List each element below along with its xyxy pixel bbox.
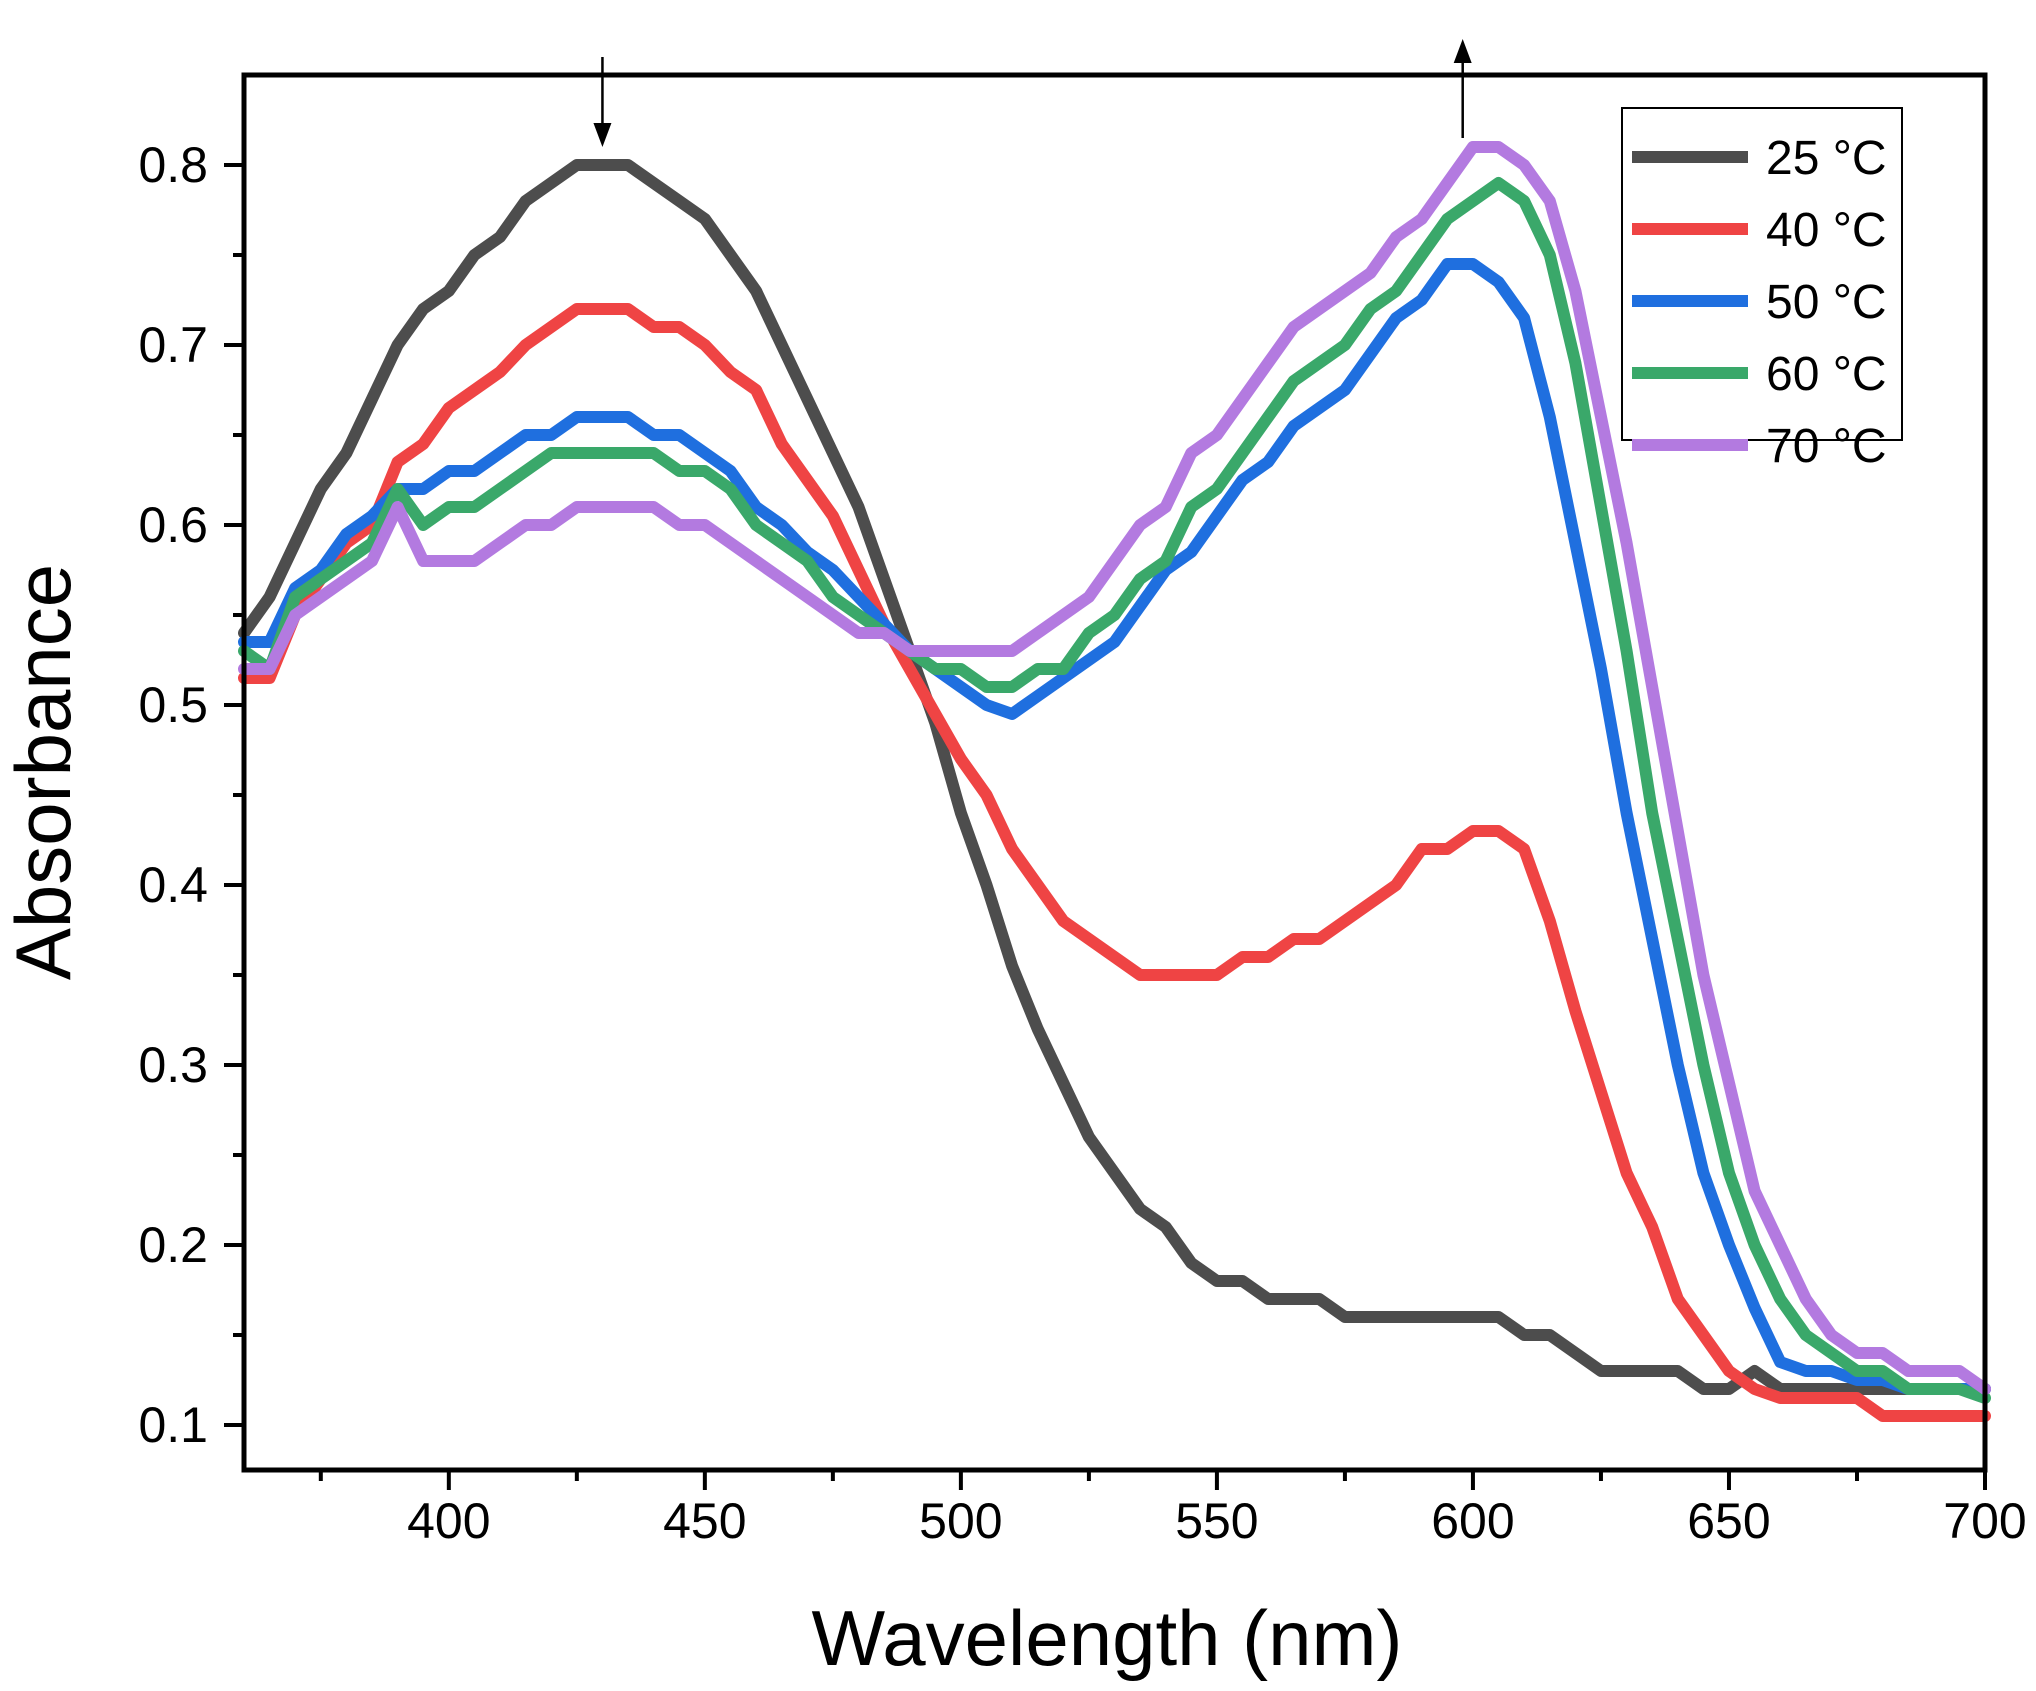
x-tick-label-6: 700	[1943, 1493, 2026, 1549]
series-line-1	[238, 303, 1991, 1422]
legend-label-4: 70 °C	[1766, 420, 1887, 473]
series-line-0	[238, 159, 1991, 1395]
y-tick-label-5: 0.6	[138, 497, 208, 553]
series-line-4	[238, 141, 1991, 1395]
legend-label-1: 40 °C	[1766, 204, 1887, 257]
y-tick-label-1: 0.2	[138, 1217, 208, 1273]
y-tick-label-6: 0.7	[138, 317, 208, 373]
legend: 25 °C 40 °C 50 °C 60 °C 70 °C	[1621, 107, 1903, 473]
y-tick-label-7: 0.8	[138, 137, 208, 193]
y-tick-label-2: 0.3	[138, 1037, 208, 1093]
y-tick-label-3: 0.4	[138, 857, 208, 913]
x-tick-label-2: 500	[919, 1493, 1002, 1549]
series-line-2	[238, 258, 1991, 1395]
legend-label-3: 60 °C	[1766, 348, 1887, 401]
x-tick-label-3: 550	[1175, 1493, 1258, 1549]
legend-label-0: 25 °C	[1766, 132, 1887, 185]
y-tick-label-0: 0.1	[138, 1397, 208, 1453]
series-line-3	[238, 177, 1991, 1404]
plot-frame	[241, 72, 1988, 1473]
x-tick-label-0: 400	[407, 1493, 490, 1549]
legend-label-2: 50 °C	[1766, 276, 1887, 329]
x-axis-title: Wavelength (nm)	[812, 1594, 1403, 1682]
y-tick-label-4: 0.5	[138, 677, 208, 733]
y-axis-title: Absorbance	[0, 564, 87, 980]
annotation-arrow-head-0	[593, 123, 612, 147]
x-tick-label-5: 650	[1687, 1493, 1770, 1549]
legend-box	[1621, 107, 1903, 441]
annotations	[593, 39, 1472, 147]
tick-labels: 400 450 500 550 600 650 700 0.1 0.2 0.3 0.4 0.5 0.6 0…	[138, 137, 2026, 1549]
axis-ticks	[224, 163, 1987, 1490]
x-tick-label-4: 600	[1431, 1493, 1514, 1549]
plot-lines	[238, 141, 1991, 1422]
annotation-arrow-head-1	[1453, 39, 1472, 63]
x-tick-label-1: 450	[663, 1493, 746, 1549]
